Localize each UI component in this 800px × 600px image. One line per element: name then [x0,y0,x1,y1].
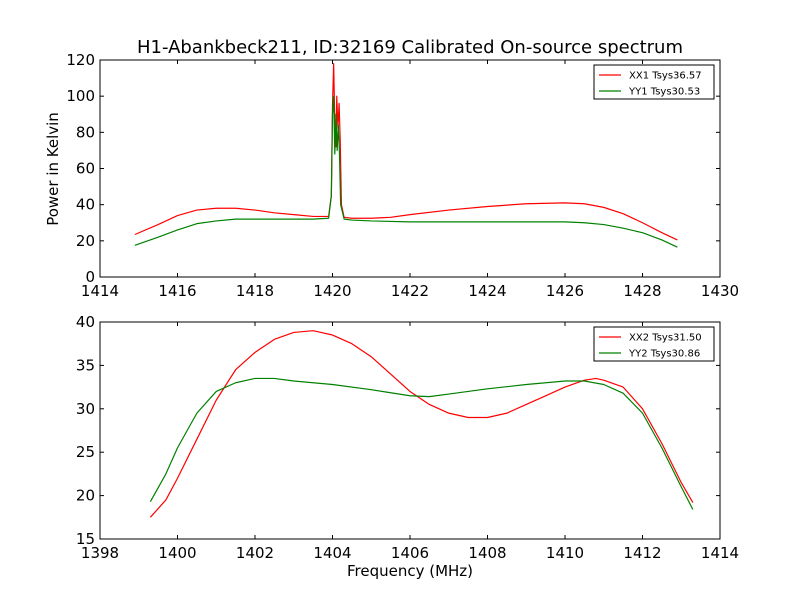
x-tick-label: 1408 [468,544,506,562]
y-tick-label: 60 [76,160,95,178]
legend-entry: YY2 Tsys30.86 [628,349,700,360]
legend: XX1 Tsys36.57 YY1 Tsys30.53 [593,64,715,100]
y-tick-label: 0 [85,268,95,286]
legend-entry: XX1 Tsys36.57 [629,71,702,82]
y-tick-label: 80 [76,123,95,141]
x-tick-label: 1428 [623,282,661,300]
x-tick-label: 1420 [313,282,351,300]
bottom-panel: 1398 1400 1402 1404 1406 1408 1410 1412 1414 15 20… [76,313,739,562]
legend: XX2 Tsys31.50 YY2 Tsys30.86 [593,326,715,362]
y-tick-label: 30 [76,400,95,418]
top-y-axis-label: Power in Kelvin [44,112,62,226]
y-tick-label: 40 [76,196,95,214]
y-tick-label: 25 [76,443,95,461]
series-line-2 [149,377,694,510]
y-tick-label: 15 [76,530,95,548]
top-panel: 1414 1416 1418 1420 1422 1424 1426 1428 1430 0 20 4… [66,51,739,300]
x-tick-label: 1414 [81,282,119,300]
x-tick-label: 1400 [158,544,196,562]
x-tick-label: 1402 [236,544,274,562]
x-tick-label: 1414 [701,544,739,562]
x-tick-label: 1412 [623,544,661,562]
y-tick-label: 20 [76,487,95,505]
x-tick-label: 1430 [701,282,739,300]
series-line-1 [134,63,678,241]
x-tick-label: 1410 [546,544,584,562]
series-line-2 [134,95,678,248]
x-tick-label: 1422 [391,282,429,300]
y-tick-label: 20 [76,232,95,250]
y-tick-label: 100 [66,87,95,105]
x-tick-label: 1416 [158,282,196,300]
chart-title: H1-Abankbeck211, ID:32169 Calibrated On-… [137,37,683,58]
legend-box [593,326,715,362]
legend-box [593,64,715,100]
x-tick-label: 1406 [391,544,429,562]
series-line-1 [149,330,694,518]
legend-entry: XX2 Tsys31.50 [629,333,702,344]
legend-entry: YY1 Tsys30.53 [628,87,700,98]
y-tick-label: 40 [76,313,95,331]
x-tick-label: 1398 [81,544,119,562]
bottom-x-axis-label: Frequency (MHz) [347,562,473,580]
y-tick-label: 120 [66,51,95,69]
x-tick-label: 1404 [313,544,351,562]
x-tick-label: 1418 [236,282,274,300]
x-tick-label: 1424 [468,282,506,300]
y-tick-label: 35 [76,356,95,374]
x-tick-label: 1426 [546,282,584,300]
